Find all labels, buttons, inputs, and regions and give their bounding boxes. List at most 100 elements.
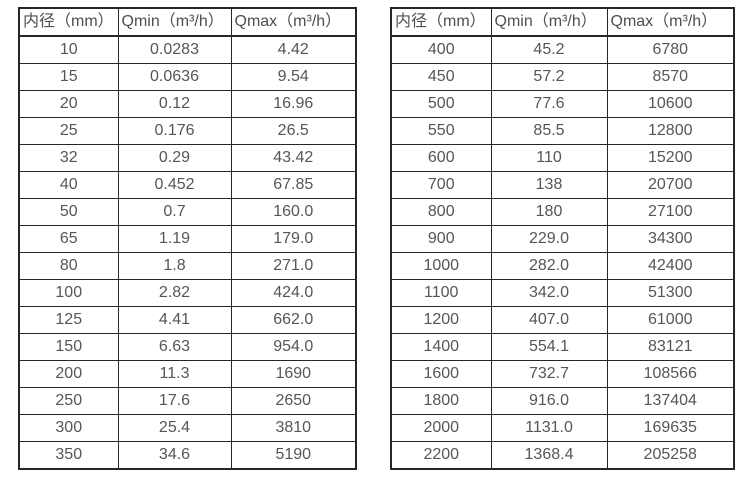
table-row: 50 0.7 160.0 <box>18 198 357 226</box>
table-cell: 282.0 <box>490 252 608 280</box>
table-cell: 180 <box>490 198 608 226</box>
table-cell: 12800 <box>606 117 735 145</box>
table-cell: 15200 <box>606 144 735 172</box>
table-cell: 205258 <box>606 441 735 470</box>
table-cell: 17.6 <box>117 387 232 415</box>
col-header-qmax: Qmax（m³/h） <box>230 7 357 37</box>
table-row: 65 1.19 179.0 <box>18 225 357 253</box>
table-row: 20 0.12 16.96 <box>18 90 357 118</box>
table-cell: 11.3 <box>117 360 232 388</box>
table-cell: 550 <box>390 117 492 145</box>
table-row: 500 77.6 10600 <box>390 90 735 118</box>
table-cell: 700 <box>390 171 492 199</box>
table-row: 10 0.0283 4.42 <box>18 35 357 64</box>
table-cell: 138 <box>490 171 608 199</box>
table-row: 2200 1368.4 205258 <box>390 441 735 470</box>
table-row: 80 1.8 271.0 <box>18 252 357 280</box>
table-cell: 40 <box>18 171 119 199</box>
flow-table-small-diameters: 内径（mm） Qmin（m³/h） Qmax（m³/h） 10 0.0283 4.4… <box>18 7 357 470</box>
table-cell: 0.0636 <box>117 63 232 91</box>
table-cell: 65 <box>18 225 119 253</box>
table-cell: 1.8 <box>117 252 232 280</box>
table-header: 内径（mm） Qmin（m³/h） Qmax（m³/h） <box>390 7 735 37</box>
table-cell: 110 <box>490 144 608 172</box>
col-header-qmax: Qmax（m³/h） <box>606 7 735 37</box>
table-row: 450 57.2 8570 <box>390 63 735 91</box>
table-cell: 1200 <box>390 306 492 334</box>
table-row: 300 25.4 3810 <box>18 414 357 442</box>
table-cell: 1600 <box>390 360 492 388</box>
table-cell: 25 <box>18 117 119 145</box>
col-header-diameter: 内径（mm） <box>390 7 492 37</box>
table-cell: 6.63 <box>117 333 232 361</box>
table-cell: 229.0 <box>490 225 608 253</box>
flow-table-large-diameters: 内径（mm） Qmin（m³/h） Qmax（m³/h） 400 45.2 6780… <box>390 7 735 470</box>
table-row: 400 45.2 6780 <box>390 35 735 64</box>
table-cell: 10 <box>18 35 119 64</box>
table-row: 1200 407.0 61000 <box>390 306 735 334</box>
table-row: 350 34.6 5190 <box>18 441 357 470</box>
table-cell: 34300 <box>606 225 735 253</box>
table-cell: 2.82 <box>117 279 232 307</box>
table-cell: 61000 <box>606 306 735 334</box>
table-row: 25 0.176 26.5 <box>18 117 357 145</box>
table-cell: 200 <box>18 360 119 388</box>
table-cell: 179.0 <box>230 225 357 253</box>
table-cell: 3810 <box>230 414 357 442</box>
table-cell: 25.4 <box>117 414 232 442</box>
header-row: 内径（mm） Qmin（m³/h） Qmax（m³/h） <box>390 7 735 37</box>
table-cell: 662.0 <box>230 306 357 334</box>
table-cell: 67.85 <box>230 171 357 199</box>
table-cell: 83121 <box>606 333 735 361</box>
table-cell: 1368.4 <box>490 441 608 470</box>
table-cell: 85.5 <box>490 117 608 145</box>
table-row: 200 11.3 1690 <box>18 360 357 388</box>
table-cell: 125 <box>18 306 119 334</box>
table-cell: 0.176 <box>117 117 232 145</box>
table-header: 内径（mm） Qmin（m³/h） Qmax（m³/h） <box>18 7 357 37</box>
table-cell: 4.42 <box>230 35 357 64</box>
table-body: 10 0.0283 4.42 15 0.0636 9.54 20 0.12 16.96 25 0.1… <box>18 35 357 470</box>
table-cell: 1000 <box>390 252 492 280</box>
table-cell: 0.7 <box>117 198 232 226</box>
col-header-diameter: 内径（mm） <box>18 7 119 37</box>
table-cell: 169635 <box>606 414 735 442</box>
table-cell: 407.0 <box>490 306 608 334</box>
table-cell: 51300 <box>606 279 735 307</box>
table-cell: 77.6 <box>490 90 608 118</box>
table-row: 1800 916.0 137404 <box>390 387 735 415</box>
table-cell: 350 <box>18 441 119 470</box>
table-cell: 34.6 <box>117 441 232 470</box>
table-cell: 16.96 <box>230 90 357 118</box>
table-row: 1400 554.1 83121 <box>390 333 735 361</box>
table-cell: 2000 <box>390 414 492 442</box>
table-cell: 342.0 <box>490 279 608 307</box>
table-cell: 1100 <box>390 279 492 307</box>
table-row: 1000 282.0 42400 <box>390 252 735 280</box>
table-cell: 916.0 <box>490 387 608 415</box>
table-cell: 5190 <box>230 441 357 470</box>
table-cell: 0.12 <box>117 90 232 118</box>
header-row: 内径（mm） Qmin（m³/h） Qmax（m³/h） <box>18 7 357 37</box>
table-cell: 15 <box>18 63 119 91</box>
table-cell: 6780 <box>606 35 735 64</box>
table-row: 700 138 20700 <box>390 171 735 199</box>
table-row: 800 180 27100 <box>390 198 735 226</box>
table-cell: 400 <box>390 35 492 64</box>
table-cell: 32 <box>18 144 119 172</box>
table-cell: 600 <box>390 144 492 172</box>
table-row: 100 2.82 424.0 <box>18 279 357 307</box>
table-cell: 2650 <box>230 387 357 415</box>
table-row: 900 229.0 34300 <box>390 225 735 253</box>
table-row: 150 6.63 954.0 <box>18 333 357 361</box>
table-cell: 42400 <box>606 252 735 280</box>
table-cell: 0.29 <box>117 144 232 172</box>
col-header-qmin: Qmin（m³/h） <box>117 7 232 37</box>
table-cell: 1400 <box>390 333 492 361</box>
table-cell: 1.19 <box>117 225 232 253</box>
col-header-qmin: Qmin（m³/h） <box>490 7 608 37</box>
table-cell: 43.42 <box>230 144 357 172</box>
table-row: 550 85.5 12800 <box>390 117 735 145</box>
table-cell: 80 <box>18 252 119 280</box>
